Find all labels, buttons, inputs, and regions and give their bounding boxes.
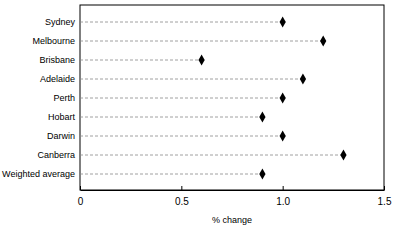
y-axis: Sydney Melbourne Brisbane Adelaide Perth Hoba… (2, 17, 80, 179)
dot (198, 55, 204, 66)
y-tick: Sydney (45, 17, 80, 27)
leader-line (80, 155, 343, 156)
y-tick-label: Adelaide (40, 74, 75, 84)
y-tick: Hobart (48, 112, 80, 122)
y-tick-label: Weighted average (2, 169, 75, 179)
x-tick: 0 (78, 186, 84, 207)
y-tick-label: Sydney (45, 17, 76, 27)
leader-line (80, 41, 323, 42)
x-tick-label: 1.0 (276, 196, 290, 207)
marks (80, 17, 347, 180)
dot (280, 17, 286, 28)
x-tick-mark (384, 186, 385, 190)
y-tick: Darwin (47, 131, 80, 141)
y-tick: Canberra (37, 150, 80, 160)
x-tick-mark (283, 186, 284, 190)
leader-line (80, 174, 262, 175)
x-tick: 1.0 (276, 186, 290, 207)
x-axis: 0 0.5 1.0 1.5 (78, 186, 392, 207)
y-tick-label: Melbourne (32, 36, 75, 46)
y-tick-label: Hobart (48, 112, 76, 122)
dot (280, 131, 286, 142)
y-tick: Adelaide (40, 74, 80, 84)
leader-line (80, 79, 303, 80)
chart: 0 0.5 1.0 1.5 Sydney Melbourne Brisbane Adelaid… (0, 0, 397, 227)
x-tick: 1.5 (378, 186, 392, 207)
x-tick-label: 0 (78, 196, 84, 207)
y-tick-label: Perth (53, 93, 75, 103)
y-tick-label: Canberra (37, 150, 75, 160)
dot (259, 169, 265, 180)
dot (259, 112, 265, 123)
leader-line (80, 60, 202, 61)
leader-line (80, 136, 283, 137)
dot (280, 93, 286, 104)
y-tick: Brisbane (39, 55, 80, 65)
x-axis-title: % change (212, 215, 252, 225)
y-tick: Weighted average (2, 169, 80, 179)
plot-frame (80, 5, 384, 190)
x-axis-line (81, 190, 385, 191)
x-tick-mark (181, 186, 182, 190)
x-tick-mark (80, 186, 81, 190)
y-tick: Melbourne (32, 36, 80, 46)
x-tick-label: 0.5 (175, 196, 189, 207)
leader-line (80, 98, 283, 99)
dot (340, 150, 346, 161)
y-tick-label: Darwin (47, 131, 75, 141)
leader-line (80, 117, 262, 118)
dot (300, 74, 306, 85)
dot (320, 36, 326, 47)
x-tick: 0.5 (175, 186, 189, 207)
x-tick-label: 1.5 (378, 196, 392, 207)
y-tick-label: Brisbane (39, 55, 75, 65)
leader-line (80, 22, 283, 23)
y-tick: Perth (53, 93, 80, 103)
plot: 0 0.5 1.0 1.5 Sydney Melbourne Brisbane Adelaid… (2, 5, 392, 207)
